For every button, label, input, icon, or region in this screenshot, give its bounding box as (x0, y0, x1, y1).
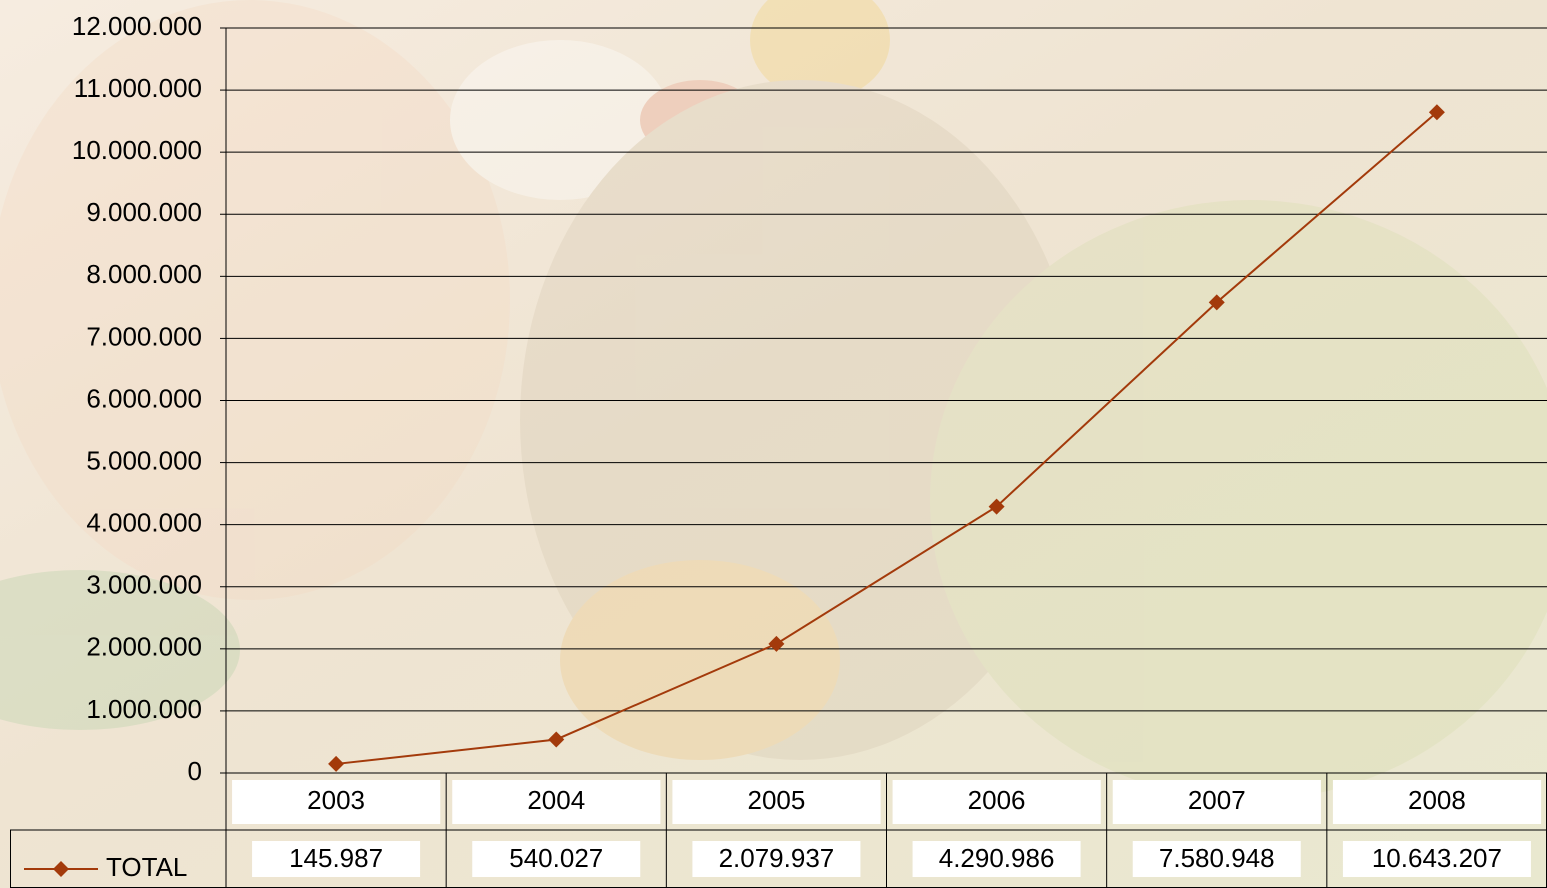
x-tick-label: 2005 (747, 785, 805, 815)
y-tick-label: 4.000.000 (86, 508, 202, 538)
y-tick-label: 2.000.000 (86, 632, 202, 662)
y-tick-label: 12.000.000 (72, 11, 202, 41)
x-tick-label: 2006 (968, 785, 1026, 815)
y-tick-label: 1.000.000 (86, 694, 202, 724)
x-tick-label: 2004 (527, 785, 585, 815)
y-tick-label: 6.000.000 (86, 383, 202, 413)
x-tick-label: 2008 (1408, 785, 1466, 815)
value-label: 4.290.986 (939, 843, 1055, 873)
legend-label: TOTAL (106, 852, 187, 882)
y-tick-label: 7.000.000 (86, 321, 202, 351)
value-label: 540.027 (509, 843, 603, 873)
chart: 0 1.000.000 2.000.000 3.000.000 4.000.000 5.0… (0, 0, 1547, 888)
y-tick-label: 3.000.000 (86, 570, 202, 600)
x-tick-label: 2007 (1188, 785, 1246, 815)
x-tick-label: 2003 (307, 785, 365, 815)
value-label: 7.580.948 (1159, 843, 1275, 873)
value-label: 10.643.207 (1372, 843, 1502, 873)
y-tick-label: 9.000.000 (86, 197, 202, 227)
value-label: 2.079.937 (719, 843, 835, 873)
y-tick-label: 5.000.000 (86, 445, 202, 475)
page: 0 1.000.000 2.000.000 3.000.000 4.000.000 5.0… (0, 0, 1547, 888)
y-tick-label: 10.000.000 (72, 135, 202, 165)
y-tick-label: 8.000.000 (86, 259, 202, 289)
value-label: 145.987 (289, 843, 383, 873)
y-tick-label: 11.000.000 (74, 73, 202, 103)
y-tick-label: 0 (188, 756, 202, 786)
